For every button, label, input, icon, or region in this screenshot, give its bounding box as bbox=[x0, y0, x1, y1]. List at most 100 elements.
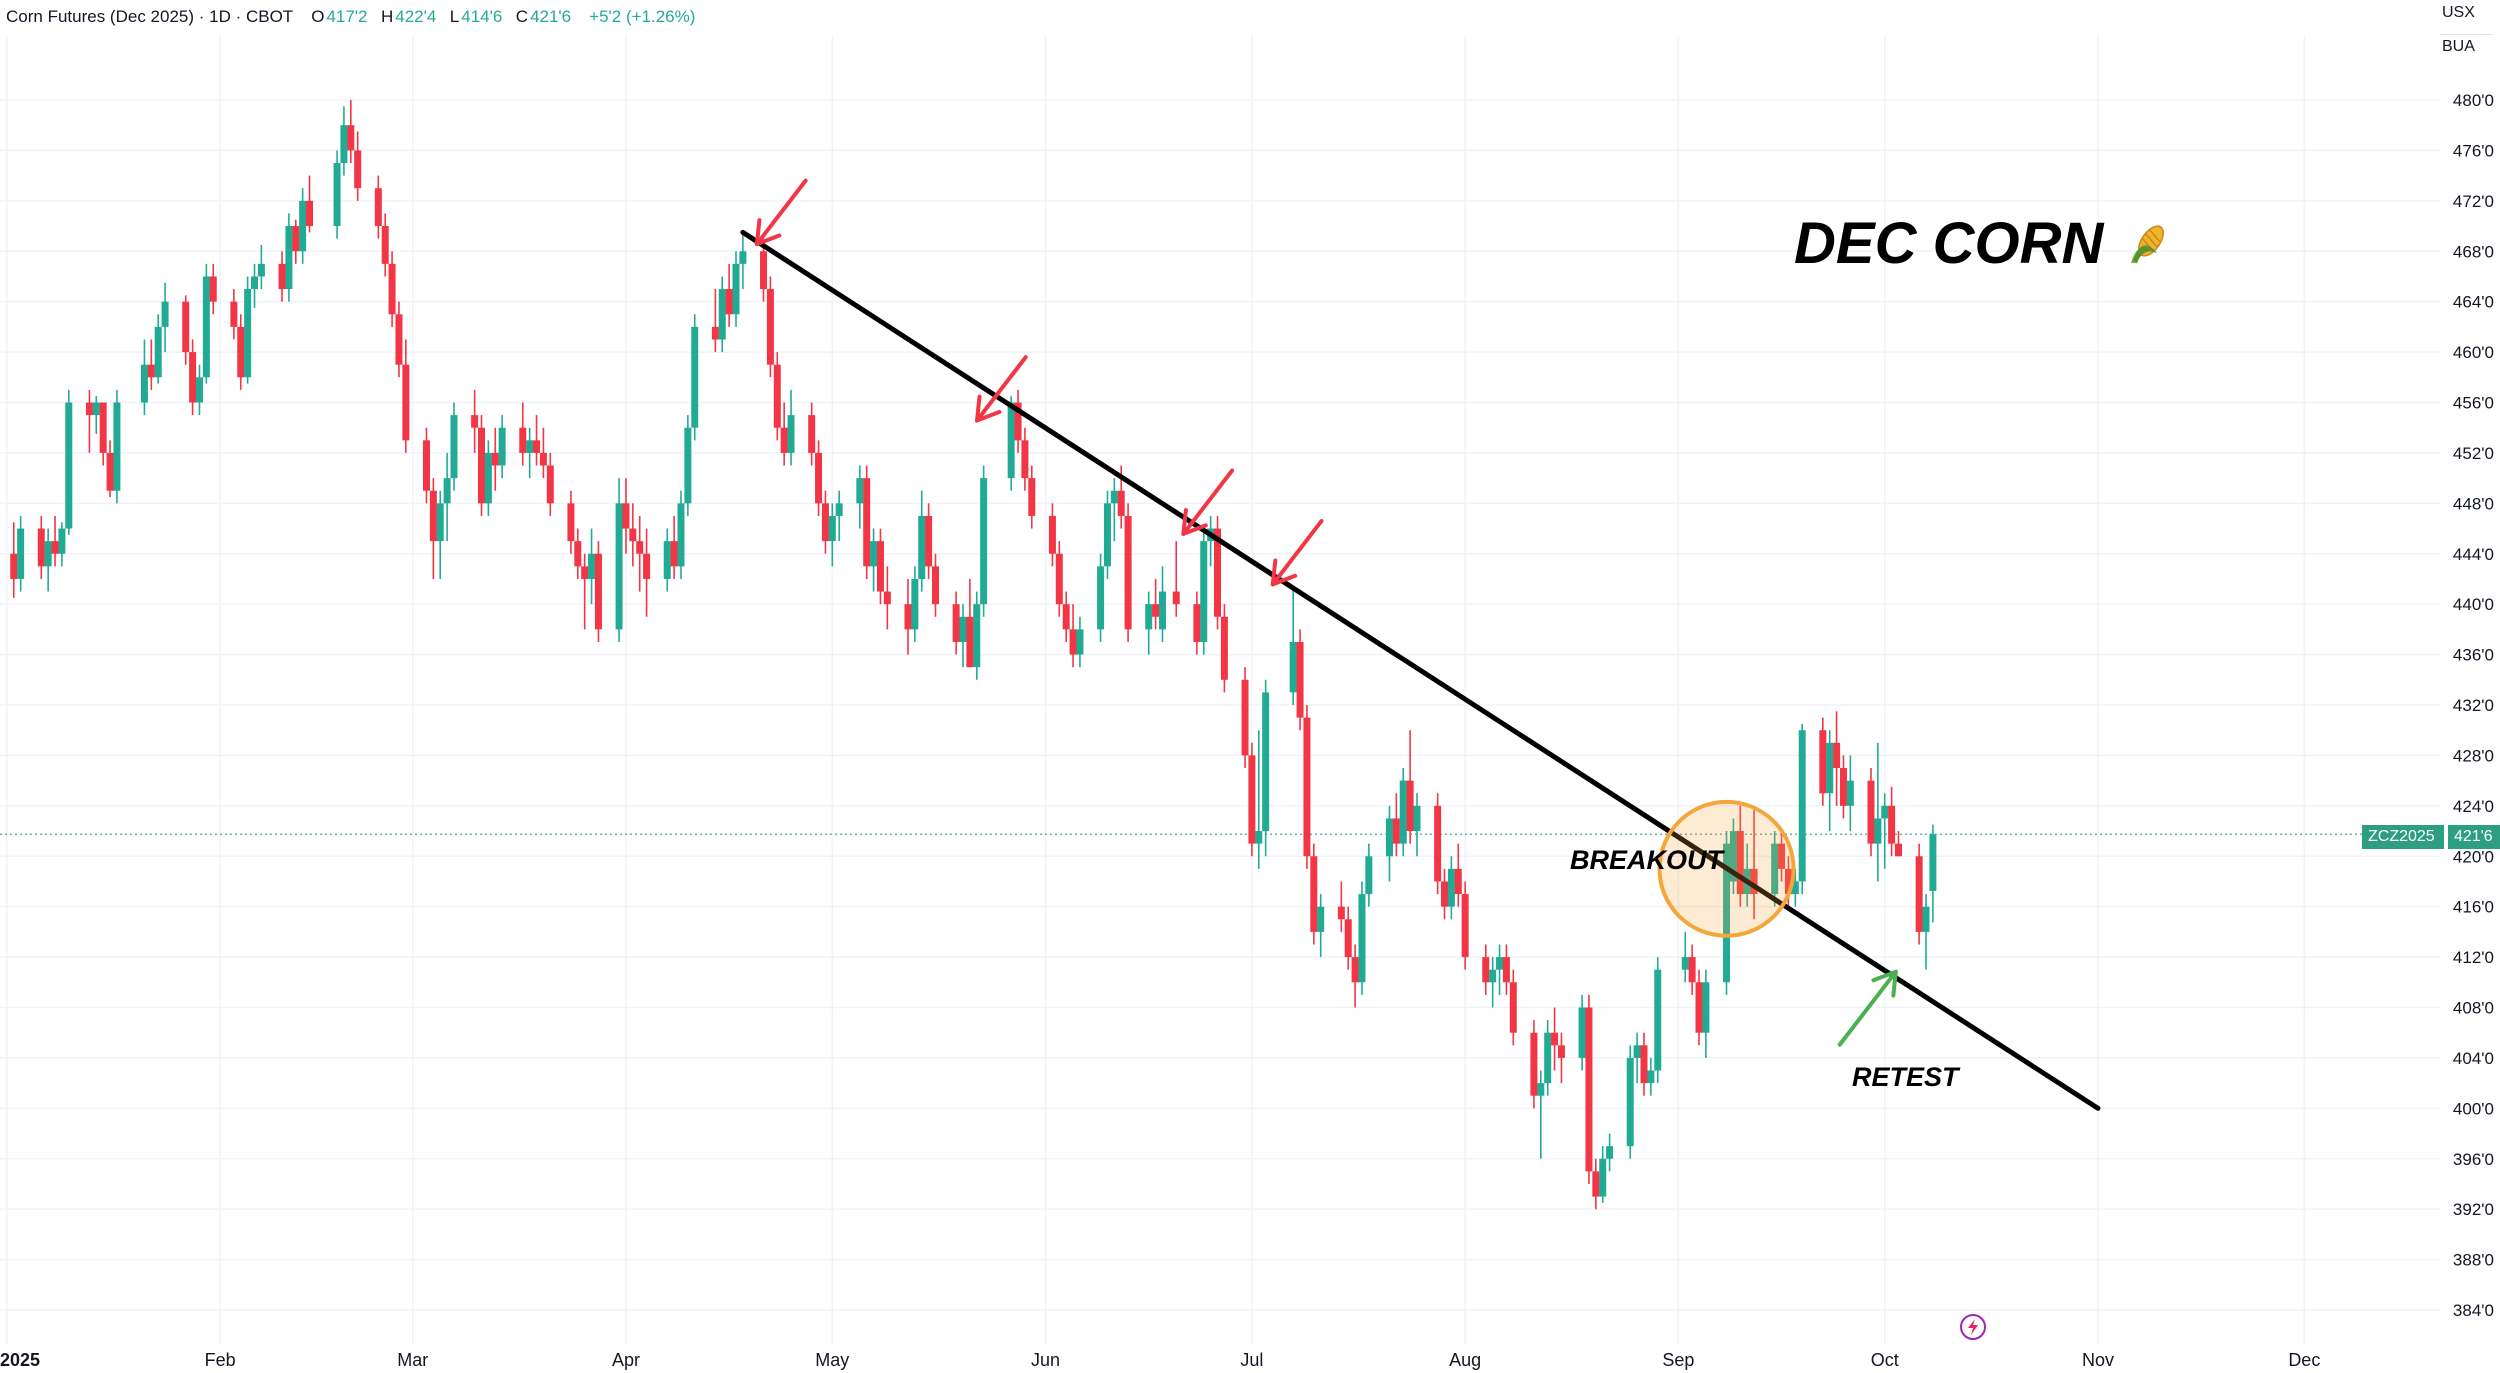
candle bbox=[1454, 843, 1462, 907]
candle bbox=[1069, 604, 1077, 668]
candle bbox=[1729, 818, 1737, 895]
candle bbox=[1509, 969, 1517, 1046]
candle-body bbox=[1413, 805, 1421, 832]
candle-body bbox=[1406, 780, 1414, 832]
candle bbox=[1551, 1007, 1559, 1071]
candle bbox=[787, 389, 795, 466]
price-tick-label: 480'0 bbox=[2453, 91, 2494, 110]
candle-body bbox=[1103, 503, 1111, 567]
candle bbox=[1461, 881, 1469, 970]
candle bbox=[161, 282, 169, 353]
price-tick-label: 416'0 bbox=[2453, 898, 2494, 917]
sell-arrow-shaft bbox=[975, 355, 1028, 423]
candle bbox=[1289, 585, 1297, 705]
candle-body bbox=[51, 541, 59, 554]
candle-body bbox=[1048, 515, 1056, 554]
candle bbox=[402, 339, 410, 453]
candle-body bbox=[1069, 629, 1077, 655]
sell-arrow-head bbox=[1270, 558, 1298, 587]
change-value: +5'2 (+1.26%) bbox=[589, 7, 696, 26]
candle bbox=[1028, 465, 1036, 529]
candle-body bbox=[347, 125, 355, 151]
candle-body bbox=[835, 503, 843, 516]
candle-body bbox=[202, 276, 210, 378]
candle bbox=[1158, 566, 1166, 642]
candle-body bbox=[1220, 616, 1228, 680]
candle-body bbox=[498, 427, 506, 466]
candle-body bbox=[257, 263, 265, 277]
candle-body bbox=[966, 616, 974, 668]
candle bbox=[574, 528, 582, 579]
time-tick-label: Mar bbox=[397, 1350, 428, 1370]
candle bbox=[1062, 591, 1070, 642]
candle bbox=[51, 515, 59, 567]
candle bbox=[1894, 831, 1902, 857]
candle-body bbox=[92, 402, 100, 416]
candles bbox=[10, 100, 1937, 1210]
candle bbox=[1681, 931, 1689, 983]
candle bbox=[581, 553, 589, 630]
sell-arrow-head bbox=[1181, 508, 1208, 536]
candle-body bbox=[478, 427, 486, 504]
candle-body bbox=[395, 314, 403, 365]
candle bbox=[863, 465, 871, 579]
candle-body bbox=[533, 440, 541, 453]
symbol-title[interactable]: Corn Futures (Dec 2025) · 1D · CBOT bbox=[6, 7, 294, 26]
candle bbox=[1303, 705, 1311, 869]
candle bbox=[870, 528, 878, 592]
candle bbox=[1502, 944, 1510, 995]
high-label: H bbox=[380, 7, 394, 26]
candle-body bbox=[904, 604, 912, 630]
candle bbox=[354, 131, 362, 201]
flash-icon[interactable] bbox=[1958, 1312, 1988, 1342]
candle bbox=[491, 427, 499, 491]
candle bbox=[1214, 515, 1222, 630]
candle bbox=[1585, 994, 1593, 1184]
candle-body bbox=[1385, 818, 1393, 857]
candle bbox=[1592, 1158, 1600, 1210]
candle-body bbox=[443, 478, 451, 504]
symbol-price-tag: ZCZ2025 bbox=[2362, 825, 2444, 849]
candle bbox=[395, 301, 403, 378]
candle-body bbox=[85, 402, 93, 416]
retest-arrow bbox=[1837, 969, 1898, 1047]
candle-body bbox=[622, 503, 630, 529]
candle bbox=[1447, 856, 1455, 920]
price-tick-label: 472'0 bbox=[2453, 192, 2494, 211]
last-price-tag: 421'6 bbox=[2448, 825, 2500, 849]
candle bbox=[732, 251, 740, 327]
candle bbox=[519, 402, 527, 466]
candle-body bbox=[1681, 957, 1689, 970]
candle bbox=[1014, 389, 1022, 453]
candle bbox=[1874, 742, 1882, 882]
candle bbox=[828, 503, 836, 567]
candle bbox=[195, 364, 203, 416]
open-label: O bbox=[311, 7, 325, 26]
candle-body bbox=[980, 478, 988, 605]
candle-body bbox=[711, 326, 719, 340]
candle bbox=[931, 553, 939, 617]
candle bbox=[237, 314, 245, 390]
retest-label: RETEST bbox=[1852, 1062, 1959, 1092]
candle-body bbox=[1441, 881, 1449, 907]
candle-body bbox=[1358, 894, 1366, 983]
candle bbox=[1241, 667, 1249, 769]
time-tick-label: Feb bbox=[205, 1350, 236, 1370]
resistance-trendline bbox=[740, 229, 2101, 1111]
candle-body bbox=[1303, 717, 1311, 857]
candle bbox=[1544, 1020, 1552, 1096]
price-tick-label: 432'0 bbox=[2453, 696, 2494, 715]
candle-body bbox=[44, 541, 52, 567]
candle bbox=[1358, 881, 1366, 995]
candle bbox=[670, 515, 678, 579]
candle bbox=[422, 427, 430, 504]
candle bbox=[1839, 755, 1847, 819]
candle bbox=[1193, 591, 1201, 655]
candle bbox=[1124, 503, 1132, 642]
currency-sub[interactable]: BUA bbox=[2442, 38, 2475, 55]
high-value: 422'4 bbox=[395, 7, 437, 26]
candle-body bbox=[1447, 868, 1455, 907]
candle bbox=[1317, 894, 1325, 958]
currency-unit[interactable]: USX bbox=[2442, 4, 2475, 21]
